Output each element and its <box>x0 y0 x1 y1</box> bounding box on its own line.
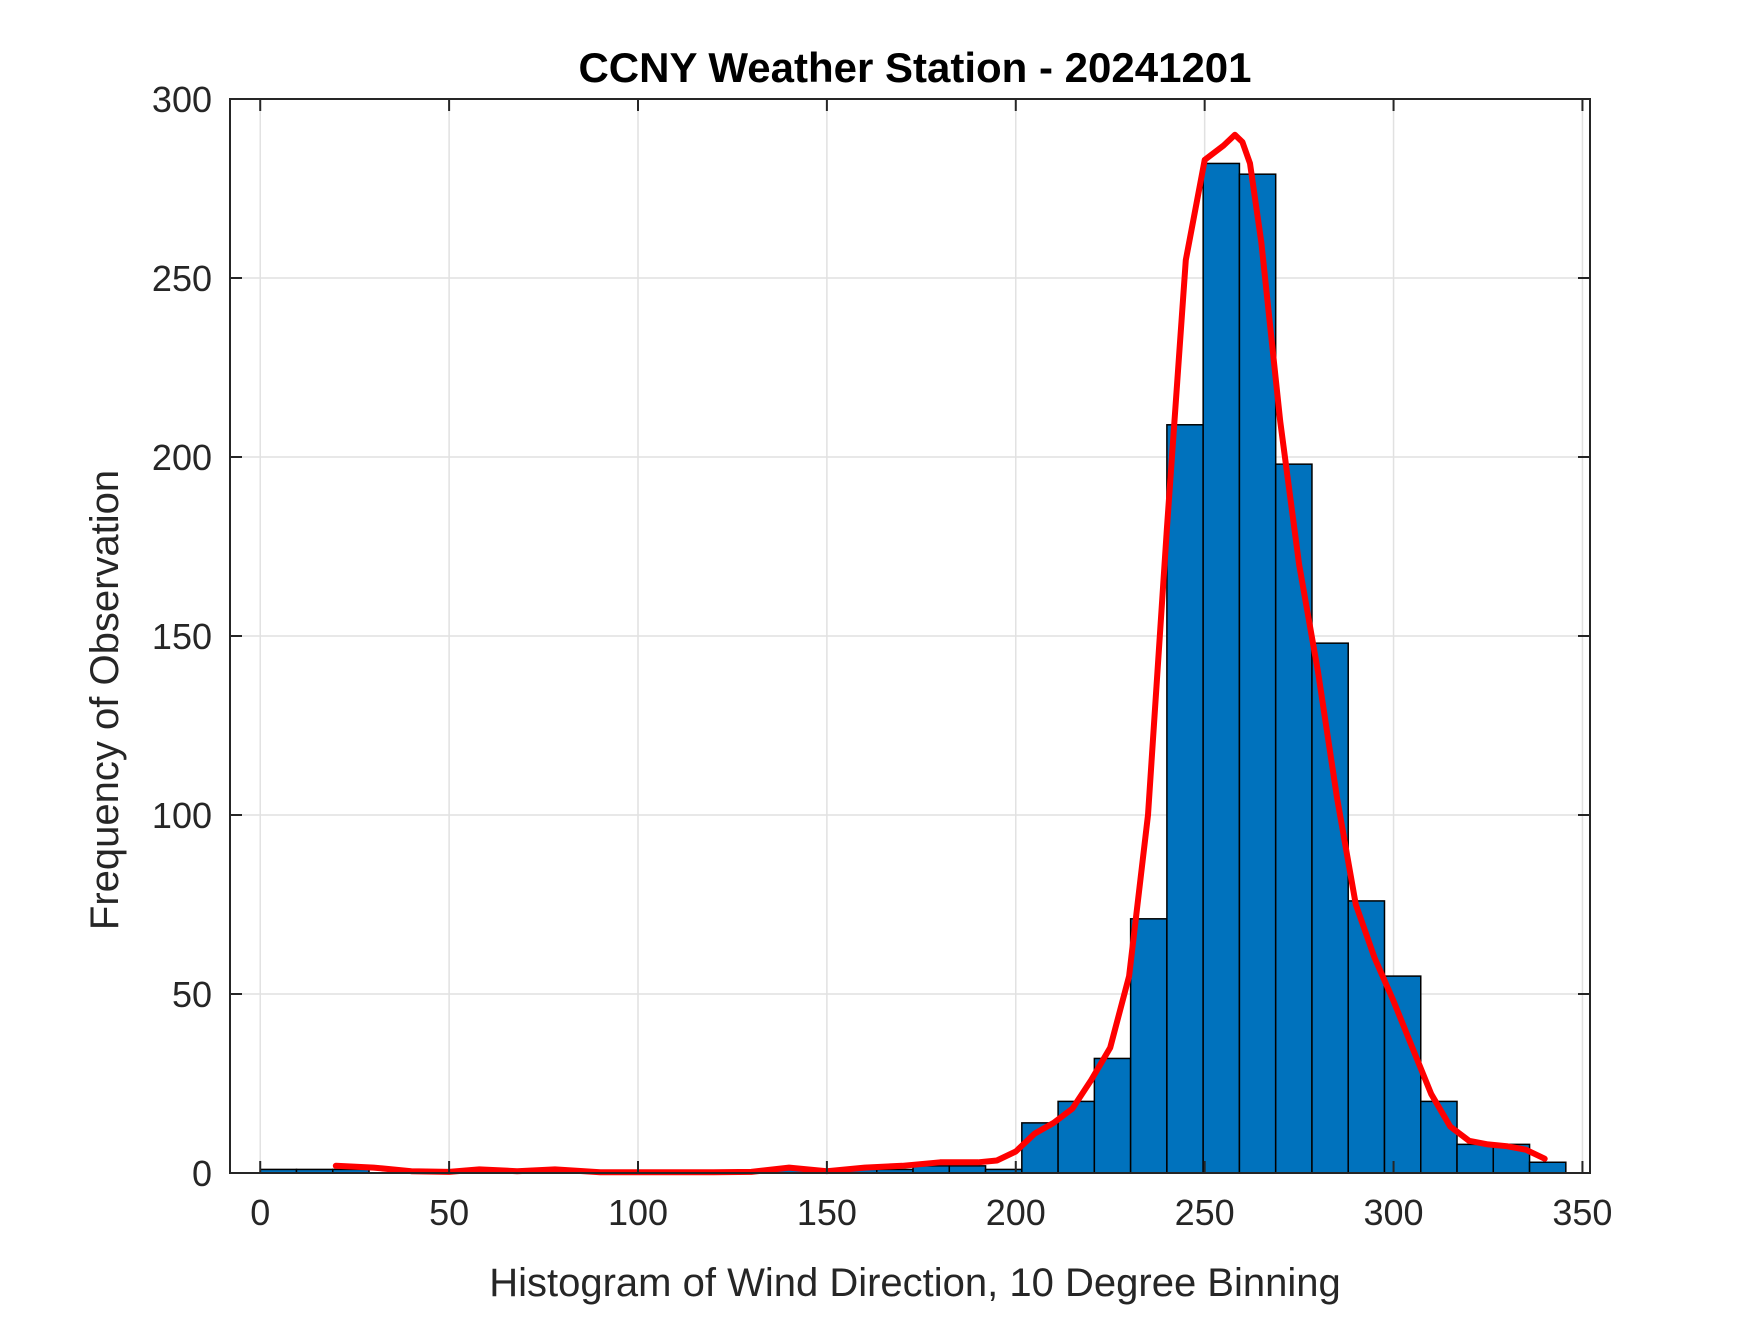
y-tick-label: 300 <box>152 79 212 120</box>
x-tick-label: 100 <box>608 1192 668 1233</box>
y-tick-label: 150 <box>152 616 212 657</box>
x-tick-label: 250 <box>1175 1192 1235 1233</box>
axis-ticks: 0 50 100 150 200 250 300 350 0 50 100 150 200 250 300 <box>152 79 1613 1233</box>
histogram-bar <box>1528 1161 1567 1174</box>
histogram-bar <box>1311 642 1349 1174</box>
chart-title: CCNY Weather Station - 20241201 <box>578 44 1251 91</box>
histogram-bar <box>1383 975 1422 1174</box>
histogram-bar <box>1420 1100 1458 1174</box>
x-tick-label: 300 <box>1364 1192 1424 1233</box>
x-tick-label: 150 <box>797 1192 857 1233</box>
histogram-bar <box>1456 1143 1495 1174</box>
histogram-bars <box>259 162 1567 1174</box>
histogram-bar <box>1129 918 1168 1174</box>
x-tick-label: 0 <box>250 1192 270 1233</box>
x-tick-label: 50 <box>429 1192 469 1233</box>
x-tick-label: 350 <box>1552 1192 1612 1233</box>
x-axis-title: Histogram of Wind Direction, 10 Degree B… <box>489 1261 1341 1305</box>
histogram-bar <box>1274 463 1313 1174</box>
histogram-bar <box>1347 900 1386 1174</box>
x-tick-label: 200 <box>986 1192 1046 1233</box>
y-tick-label: 50 <box>172 974 212 1015</box>
y-tick-label: 100 <box>152 795 212 836</box>
histogram-bar <box>1202 162 1241 1174</box>
y-tick-label: 250 <box>152 258 212 299</box>
histogram-bar <box>948 1165 987 1174</box>
y-tick-label: 200 <box>152 437 212 478</box>
histogram-bar <box>1166 424 1204 1174</box>
y-axis-title: Frequency of Observation <box>83 470 127 930</box>
histogram-bar <box>1093 1057 1132 1174</box>
y-tick-label: 0 <box>192 1153 212 1194</box>
